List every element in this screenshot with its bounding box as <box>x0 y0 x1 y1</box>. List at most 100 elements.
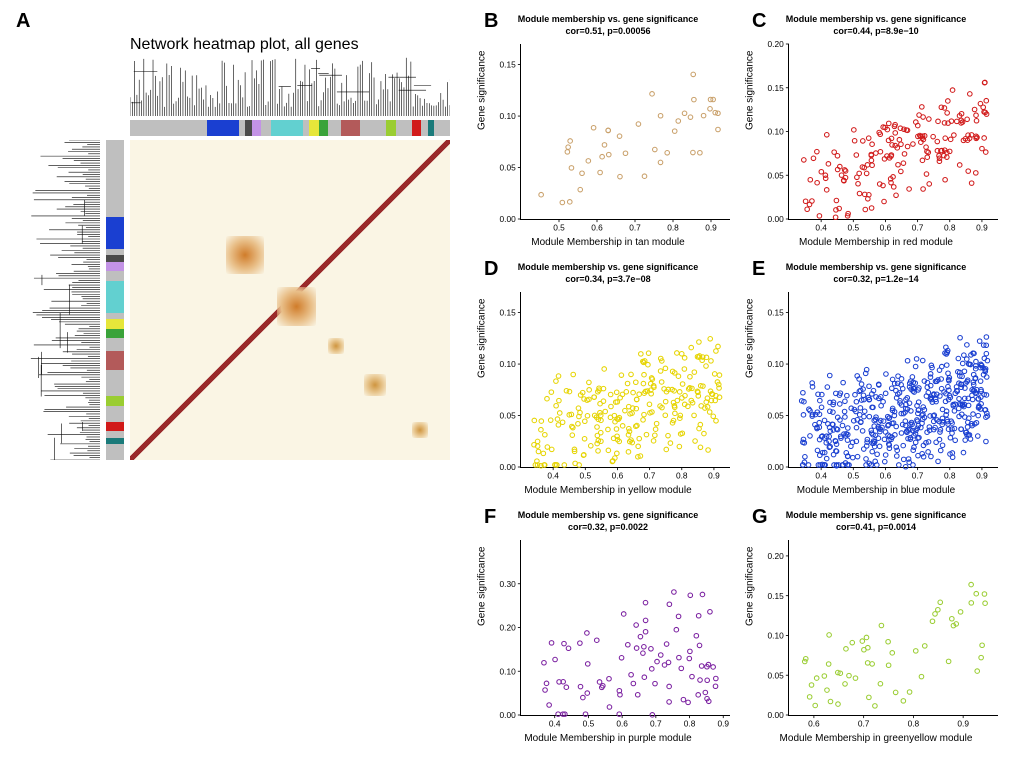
scatter-plot-area: 0.40.50.60.70.80.90.000.050.100.15 <box>520 292 730 468</box>
x-axis-label: Module Membership in purple module <box>524 733 691 744</box>
y-axis-label: Gene significance <box>745 299 756 379</box>
svg-text:0.10: 0.10 <box>768 127 785 137</box>
svg-text:0.8: 0.8 <box>944 222 956 232</box>
svg-text:0.6: 0.6 <box>808 718 820 728</box>
panel-letter-a: A <box>16 10 30 33</box>
panel-letter: G <box>752 506 768 529</box>
y-axis-label: Gene significance <box>477 547 488 627</box>
svg-text:0.15: 0.15 <box>768 308 785 318</box>
module-color-segment <box>396 120 412 136</box>
svg-text:0.00: 0.00 <box>768 214 785 224</box>
svg-text:0.15: 0.15 <box>768 591 785 601</box>
scatter-title: Module membership vs. gene significance <box>786 262 967 272</box>
heatmap-title: Network heatmap plot, all genes <box>130 36 359 54</box>
svg-text:0.6: 0.6 <box>591 222 603 232</box>
scatter-points: 0.50.60.70.80.90.000.050.100.15 <box>521 44 730 219</box>
scatter-points: 0.40.50.60.70.80.90.000.050.100.150.20 <box>789 44 998 219</box>
svg-text:0.5: 0.5 <box>848 222 860 232</box>
panel-c: CModule membership vs. gene significance… <box>746 10 1006 250</box>
svg-text:0.4: 0.4 <box>815 470 827 480</box>
heatmap-module-block <box>328 338 344 354</box>
scatter-plot-area: 0.40.50.60.70.80.90.000.050.100.150.20 <box>788 44 998 220</box>
module-color-segment <box>106 271 124 281</box>
panel-letter: E <box>752 258 765 281</box>
svg-text:0.10: 0.10 <box>500 359 517 369</box>
module-color-segment <box>328 120 341 136</box>
panel-a: A Network heatmap plot, all genes <box>10 10 470 746</box>
scatter-subtitle: cor=0.41, p=0.0014 <box>836 522 916 532</box>
y-axis-label: Gene significance <box>477 51 488 131</box>
tom-heatmap <box>130 140 450 460</box>
svg-text:0.5: 0.5 <box>583 718 595 728</box>
heatmap-module-block <box>412 422 428 438</box>
svg-text:0.00: 0.00 <box>768 462 785 472</box>
svg-text:0.20: 0.20 <box>768 39 785 49</box>
module-color-segment <box>130 120 207 136</box>
y-axis-label: Gene significance <box>477 299 488 379</box>
svg-text:0.10: 0.10 <box>768 359 785 369</box>
module-color-segment <box>207 120 239 136</box>
module-color-segment <box>106 329 124 339</box>
svg-text:0.00: 0.00 <box>500 214 517 224</box>
svg-text:0.9: 0.9 <box>976 222 988 232</box>
svg-text:0.15: 0.15 <box>768 83 785 93</box>
svg-text:0.9: 0.9 <box>708 470 720 480</box>
y-axis-label: Gene significance <box>745 51 756 131</box>
x-axis-label: Module Membership in tan module <box>531 237 684 248</box>
svg-text:0.4: 0.4 <box>549 718 561 728</box>
module-color-segment <box>252 120 262 136</box>
svg-text:0.7: 0.7 <box>650 718 662 728</box>
module-color-segment <box>106 281 124 313</box>
svg-text:0.4: 0.4 <box>815 222 827 232</box>
scatter-subtitle: cor=0.32, p=0.0022 <box>568 522 648 532</box>
scatter-points: 0.40.50.60.70.80.90.000.100.200.30 <box>521 540 730 715</box>
svg-text:0.8: 0.8 <box>684 718 696 728</box>
svg-text:0.6: 0.6 <box>612 470 624 480</box>
panel-letter: F <box>484 506 496 529</box>
svg-text:0.30: 0.30 <box>500 579 517 589</box>
svg-text:0.7: 0.7 <box>858 718 870 728</box>
module-color-segment <box>106 422 124 432</box>
heatmap-module-block <box>277 287 315 325</box>
panel-e: E Module membership vs. gene significance… <box>746 258 1006 498</box>
svg-text:0.10: 0.10 <box>500 111 517 121</box>
heatmap-module-block <box>364 374 386 396</box>
svg-text:0.5: 0.5 <box>580 470 592 480</box>
scatter-subtitle: cor=0.44, p=8.9e−10 <box>833 26 918 36</box>
panel-letter: D <box>484 258 498 281</box>
scatter-plot-area: 0.60.70.80.90.000.050.100.150.20 <box>788 540 998 716</box>
svg-text:0.8: 0.8 <box>908 718 920 728</box>
svg-text:0.5: 0.5 <box>553 222 565 232</box>
svg-text:0.7: 0.7 <box>644 470 656 480</box>
wgcna-figure: A Network heatmap plot, all genes B Modul… <box>10 10 1010 746</box>
x-axis-label: Module Membership in red module <box>799 237 953 248</box>
module-color-segment <box>106 262 124 272</box>
svg-text:0.10: 0.10 <box>500 666 517 676</box>
module-color-segment <box>106 217 124 249</box>
svg-text:0.5: 0.5 <box>848 470 860 480</box>
scatter-subtitle: cor=0.51, p=0.00056 <box>565 26 650 36</box>
module-color-segment <box>341 120 360 136</box>
svg-text:0.15: 0.15 <box>500 308 517 318</box>
x-axis-label: Module Membership in greenyellow module <box>780 733 973 744</box>
module-color-segment <box>106 396 124 406</box>
panel-letter: B <box>484 10 498 33</box>
svg-text:0.05: 0.05 <box>768 411 785 421</box>
module-color-segment <box>106 406 124 422</box>
svg-text:0.8: 0.8 <box>676 470 688 480</box>
scatter-plot-area: 0.40.50.60.70.80.90.000.100.200.30 <box>520 540 730 716</box>
module-color-segment <box>261 120 271 136</box>
panel-letter: C <box>752 10 766 33</box>
svg-text:0.9: 0.9 <box>976 470 988 480</box>
module-color-segment <box>106 140 124 217</box>
module-color-segment <box>106 319 124 329</box>
dendrogram-top <box>130 56 450 116</box>
svg-text:0.05: 0.05 <box>768 670 785 680</box>
heatmap-module-block <box>226 236 264 274</box>
svg-text:0.6: 0.6 <box>616 718 628 728</box>
scatter-points: 0.40.50.60.70.80.90.000.050.100.15 <box>789 292 998 467</box>
svg-text:0.4: 0.4 <box>547 470 559 480</box>
svg-text:0.15: 0.15 <box>500 60 517 70</box>
svg-text:0.00: 0.00 <box>500 462 517 472</box>
module-color-segment <box>106 351 124 370</box>
